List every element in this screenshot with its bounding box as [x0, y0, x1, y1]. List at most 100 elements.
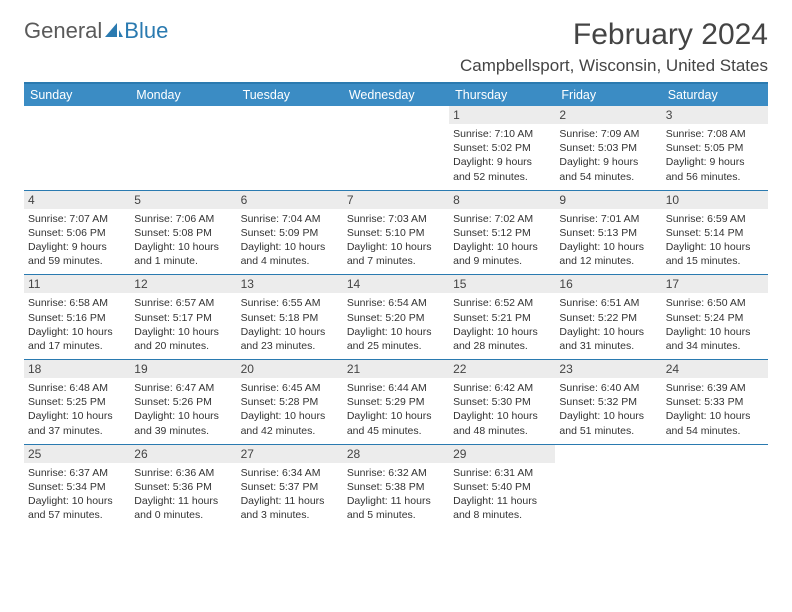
day-number: 8 [449, 191, 555, 209]
day-details: Sunrise: 6:44 AMSunset: 5:29 PMDaylight:… [347, 381, 445, 438]
day-number: 13 [237, 275, 343, 293]
calendar-day-cell: 23Sunrise: 6:40 AMSunset: 5:32 PMDayligh… [555, 360, 661, 445]
logo-word2: Blue [124, 18, 168, 44]
calendar-week-row: 18Sunrise: 6:48 AMSunset: 5:25 PMDayligh… [24, 360, 768, 445]
calendar-day-cell: 20 Sunrise: 6:45 AMSunset: 5:28 PMDayligh… [237, 360, 343, 445]
day-details: Sunrise: 6:50 AMSunset: 5:24 PMDaylight:… [666, 296, 764, 353]
calendar-day-cell: 7 Sunrise: 7:03 AMSunset: 5:10 PMDaylight… [343, 190, 449, 275]
day-details: Sunrise: 6:34 AMSunset: 5:37 PMDaylight:… [241, 466, 339, 523]
day-number: 26 [130, 445, 236, 463]
calendar-day-cell: 21 Sunrise: 6:44 AMSunset: 5:29 PMDayligh… [343, 360, 449, 445]
day-details: Sunrise: 7:01 AMSunset: 5:13 PMDaylight:… [559, 212, 657, 269]
day-number: 4 [24, 191, 130, 209]
day-details: Sunrise: 6:57 AMSunset: 5:17 PMDaylight:… [134, 296, 232, 353]
day-details: Sunrise: 6:52 AMSunset: 5:21 PMDaylight:… [453, 296, 551, 353]
calendar-day-cell: 5 Sunrise: 7:06 AMSunset: 5:08 PMDaylight… [130, 190, 236, 275]
day-number: 10 [662, 191, 768, 209]
weekday-header: Sunday [24, 84, 130, 106]
calendar-day-cell [555, 444, 661, 528]
day-details: Sunrise: 7:08 AMSunset: 5:05 PMDaylight:… [666, 127, 764, 184]
weekday-header-row: SundayMondayTuesdayWednesdayThursdayFrid… [24, 84, 768, 106]
calendar-day-cell: 25 Sunrise: 6:37 AMSunset: 5:34 PMDayligh… [24, 444, 130, 528]
logo-sail-icon [104, 22, 124, 40]
calendar-day-cell: 18Sunrise: 6:48 AMSunset: 5:25 PMDayligh… [24, 360, 130, 445]
weekday-header: Friday [555, 84, 661, 106]
calendar-day-cell: 29Sunrise: 6:31 AMSunset: 5:40 PMDayligh… [449, 444, 555, 528]
calendar-week-row: 1 Sunrise: 7:10 AMSunset: 5:02 PMDaylight… [24, 106, 768, 190]
page-title: February 2024 [460, 18, 768, 52]
calendar-day-cell: 19 Sunrise: 6:47 AMSunset: 5:26 PMDayligh… [130, 360, 236, 445]
day-details: Sunrise: 7:04 AMSunset: 5:09 PMDaylight:… [241, 212, 339, 269]
calendar-day-cell: 26 Sunrise: 6:36 AMSunset: 5:36 PMDayligh… [130, 444, 236, 528]
day-number: 19 [130, 360, 236, 378]
calendar-day-cell: 8 Sunrise: 7:02 AMSunset: 5:12 PMDaylight… [449, 190, 555, 275]
day-number: 14 [343, 275, 449, 293]
day-details: Sunrise: 6:47 AMSunset: 5:26 PMDaylight:… [134, 381, 232, 438]
calendar-day-cell: 2 Sunrise: 7:09 AMSunset: 5:03 PMDaylight… [555, 106, 661, 190]
day-details: Sunrise: 6:31 AMSunset: 5:40 PMDaylight:… [453, 466, 551, 523]
day-number: 24 [662, 360, 768, 378]
day-details: Sunrise: 6:39 AMSunset: 5:33 PMDaylight:… [666, 381, 764, 438]
day-details: Sunrise: 6:36 AMSunset: 5:36 PMDaylight:… [134, 466, 232, 523]
calendar-day-cell: 15 Sunrise: 6:52 AMSunset: 5:21 PMDayligh… [449, 275, 555, 360]
day-number: 18 [24, 360, 130, 378]
weekday-header: Monday [130, 84, 236, 106]
day-details: Sunrise: 6:45 AMSunset: 5:28 PMDaylight:… [241, 381, 339, 438]
day-details: Sunrise: 6:51 AMSunset: 5:22 PMDaylight:… [559, 296, 657, 353]
calendar-day-cell [662, 444, 768, 528]
day-details: Sunrise: 6:40 AMSunset: 5:32 PMDaylight:… [559, 381, 657, 438]
day-details: Sunrise: 6:54 AMSunset: 5:20 PMDaylight:… [347, 296, 445, 353]
calendar-day-cell: 6 Sunrise: 7:04 AMSunset: 5:09 PMDaylight… [237, 190, 343, 275]
day-number: 2 [555, 106, 661, 124]
day-number: 3 [662, 106, 768, 124]
calendar-day-cell: 16 Sunrise: 6:51 AMSunset: 5:22 PMDayligh… [555, 275, 661, 360]
day-details: Sunrise: 7:06 AMSunset: 5:08 PMDaylight:… [134, 212, 232, 269]
day-number: 28 [343, 445, 449, 463]
weekday-header: Thursday [449, 84, 555, 106]
day-number: 7 [343, 191, 449, 209]
day-number: 16 [555, 275, 661, 293]
day-details: Sunrise: 6:58 AMSunset: 5:16 PMDaylight:… [28, 296, 126, 353]
day-details: Sunrise: 7:02 AMSunset: 5:12 PMDaylight:… [453, 212, 551, 269]
day-details: Sunrise: 7:10 AMSunset: 5:02 PMDaylight:… [453, 127, 551, 184]
calendar-day-cell [343, 106, 449, 190]
logo-word1: General [24, 18, 102, 44]
logo: General Blue [24, 18, 168, 44]
calendar-week-row: 11Sunrise: 6:58 AMSunset: 5:16 PMDayligh… [24, 275, 768, 360]
calendar-body: 1 Sunrise: 7:10 AMSunset: 5:02 PMDaylight… [24, 106, 768, 528]
calendar-day-cell: 4Sunrise: 7:07 AMSunset: 5:06 PMDaylight… [24, 190, 130, 275]
day-number: 9 [555, 191, 661, 209]
calendar-day-cell: 3 Sunrise: 7:08 AMSunset: 5:05 PMDaylight… [662, 106, 768, 190]
calendar-day-cell: 27 Sunrise: 6:34 AMSunset: 5:37 PMDayligh… [237, 444, 343, 528]
day-details: Sunrise: 6:42 AMSunset: 5:30 PMDaylight:… [453, 381, 551, 438]
weekday-header: Tuesday [237, 84, 343, 106]
day-number: 5 [130, 191, 236, 209]
weekday-header: Wednesday [343, 84, 449, 106]
calendar-day-cell: 24 Sunrise: 6:39 AMSunset: 5:33 PMDayligh… [662, 360, 768, 445]
day-number: 12 [130, 275, 236, 293]
day-number: 21 [343, 360, 449, 378]
calendar-day-cell [237, 106, 343, 190]
calendar-day-cell: 13 Sunrise: 6:55 AMSunset: 5:18 PMDayligh… [237, 275, 343, 360]
day-details: Sunrise: 6:37 AMSunset: 5:34 PMDaylight:… [28, 466, 126, 523]
calendar-day-cell: 22Sunrise: 6:42 AMSunset: 5:30 PMDayligh… [449, 360, 555, 445]
calendar-week-row: 4Sunrise: 7:07 AMSunset: 5:06 PMDaylight… [24, 190, 768, 275]
calendar-day-cell: 11Sunrise: 6:58 AMSunset: 5:16 PMDayligh… [24, 275, 130, 360]
calendar-day-cell: 14 Sunrise: 6:54 AMSunset: 5:20 PMDayligh… [343, 275, 449, 360]
day-number: 20 [237, 360, 343, 378]
calendar-day-cell [130, 106, 236, 190]
day-details: Sunrise: 7:03 AMSunset: 5:10 PMDaylight:… [347, 212, 445, 269]
calendar-day-cell: 1 Sunrise: 7:10 AMSunset: 5:02 PMDaylight… [449, 106, 555, 190]
day-number: 17 [662, 275, 768, 293]
day-details: Sunrise: 6:55 AMSunset: 5:18 PMDaylight:… [241, 296, 339, 353]
day-details: Sunrise: 6:32 AMSunset: 5:38 PMDaylight:… [347, 466, 445, 523]
day-number: 1 [449, 106, 555, 124]
day-number: 15 [449, 275, 555, 293]
day-number: 27 [237, 445, 343, 463]
calendar-day-cell: 9 Sunrise: 7:01 AMSunset: 5:13 PMDaylight… [555, 190, 661, 275]
day-number: 6 [237, 191, 343, 209]
day-details: Sunrise: 7:09 AMSunset: 5:03 PMDaylight:… [559, 127, 657, 184]
header: General Blue February 2024 Campbellsport… [24, 18, 768, 76]
day-number: 25 [24, 445, 130, 463]
title-block: February 2024 Campbellsport, Wisconsin, … [460, 18, 768, 76]
